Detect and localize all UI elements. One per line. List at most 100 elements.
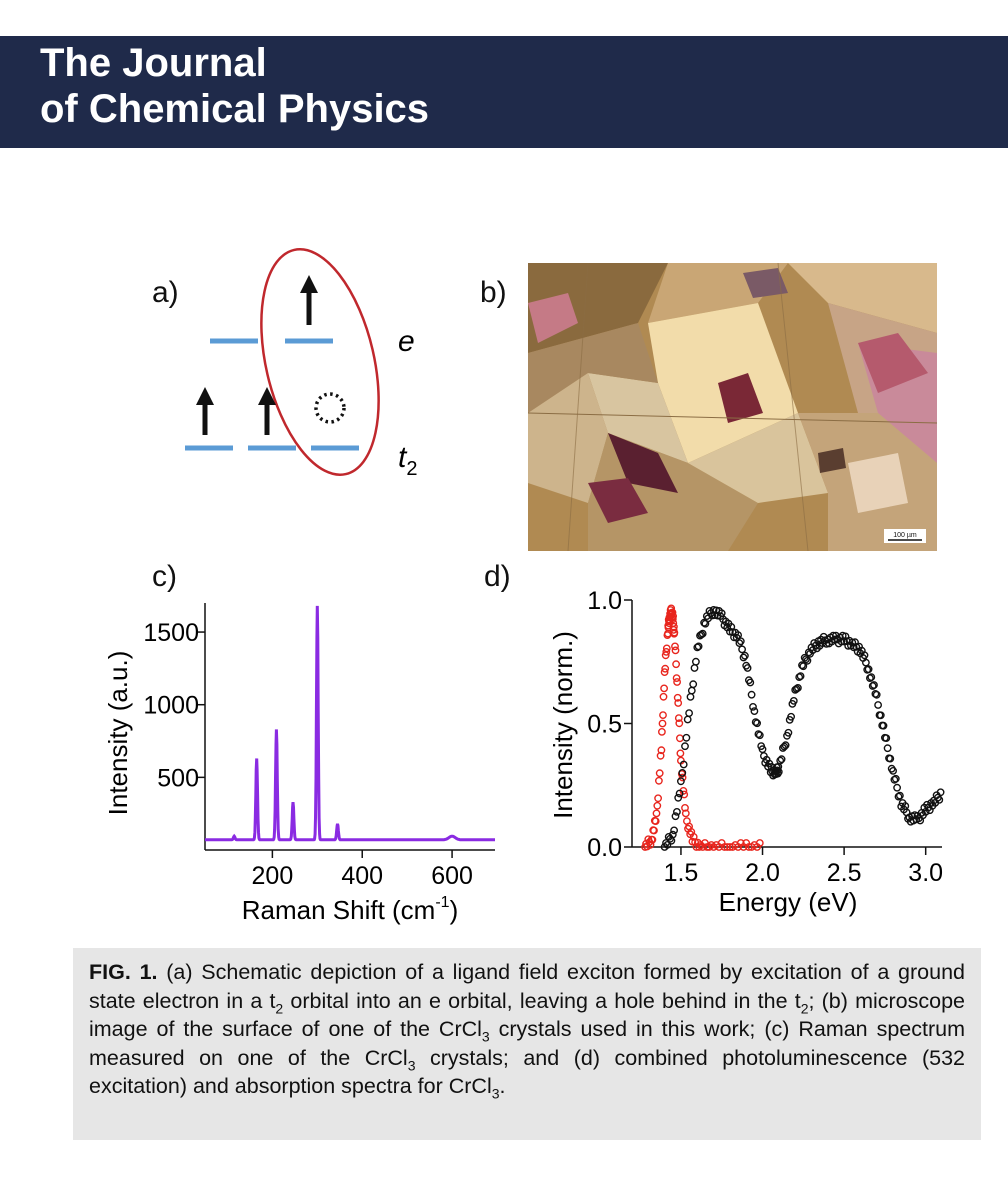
absorption-marker [792,685,801,693]
pl-marker [652,809,661,818]
absorption-marker [736,637,745,646]
pl-marker [658,727,666,736]
caption-text-3: ; (b) microscope image of the surface of… [89,988,966,1042]
pl-marker [672,674,681,683]
caption-text-6: . [499,1074,506,1098]
caption-fig-label: FIG. 1. [89,960,158,984]
pl-marker [673,693,682,702]
pl-marker [720,843,729,851]
absorption-marker [700,618,709,627]
pl-marker [674,714,683,723]
raman-x-tick-label: 400 [341,862,383,890]
absorption-marker [864,665,873,674]
caption-text-2: orbital into an e orbital, leaving a hol… [283,988,801,1013]
pl-marker [723,843,732,851]
pl-x-tick-label: 2.0 [745,859,780,887]
pl-marker [661,664,670,673]
pl-marker [673,678,682,686]
caption-sub-4: 3 [407,1056,416,1073]
caption-text-5: crystals; and (d) combined photoluminesc… [89,1045,965,1099]
absorption-marker [672,807,681,816]
microscope-image: 100 µm [528,263,937,551]
absorption-marker [848,638,857,647]
absorption-marker [693,643,702,652]
absorption-marker [738,645,747,654]
absorption-marker [860,651,869,660]
absorption-marker [691,657,700,666]
absorption-marker [890,775,899,784]
absorption-marker [668,830,677,839]
caption-sub-2: 2 [800,999,809,1016]
absorption-marker [936,788,945,797]
pl-y-axis-label: Intensity (norm.) [548,631,578,819]
pl-marker [646,840,655,849]
raman-x-tick-label: 600 [431,862,473,890]
pl-x-axis-label: Energy (eV) [719,887,858,917]
raman-y-tick-label: 1500 [143,619,199,647]
absorption-marker [787,712,796,721]
pl-marker [689,832,698,841]
absorption-marker [676,777,685,786]
pl-marker [672,660,681,669]
absorption-marker [891,774,900,783]
absorption-marker [773,766,782,775]
panel-label-d: d) [484,560,511,593]
absorption-marker [780,742,789,751]
absorption-marker [735,639,744,648]
pl-marker [671,642,679,651]
pl-marker [655,769,664,778]
absorption-marker [687,686,696,695]
absorption-marker [685,709,694,718]
panel-label-a: a) [152,276,179,309]
pl-marker [660,668,669,677]
absorption-marker [734,631,743,639]
pl-marker [657,746,666,755]
pl-marker [651,817,660,826]
scale-bar-label: 100 µm [893,532,917,539]
raman-y-axis-label: Intensity (a.u.) [103,651,133,816]
absorption-marker [697,630,706,639]
absorption-marker [840,637,848,646]
absorption-marker [743,664,752,672]
pl-marker [670,628,679,637]
panel-label-c: c) [152,560,177,593]
raman-y-tick-label: 500 [157,764,199,792]
journal-title: The Journal of Chemical Physics [40,40,429,132]
absorption-marker [751,718,760,727]
absorption-marker [746,678,755,687]
absorption-marker [865,674,874,683]
absorption-marker [883,744,892,753]
absorption-marker [784,728,793,737]
absorption-marker [663,840,672,849]
absorption-marker [774,767,783,776]
absorption-marker [796,672,805,681]
absorption-marker [870,681,878,689]
absorption-marker [694,642,703,651]
absorption-marker [686,693,695,701]
absorption-marker [749,702,757,711]
raman-y-tick-label: 1000 [143,692,199,720]
absorption-marker [678,768,687,777]
absorption-marker [802,655,810,664]
absorption-marker [935,795,944,804]
t2-level-label: t2 [398,441,417,480]
e-level-label: e [398,325,415,358]
orbital-diagram: e t2 [185,248,417,480]
absorption-marker [675,789,684,798]
spin-up-arrow-e [300,275,318,325]
pl-x-tick-label: 1.5 [664,859,699,887]
absorption-marker [682,733,691,742]
pl-marker [659,711,667,720]
spin-up-arrow-t2-2 [258,387,276,435]
spin-up-arrow-t2-1 [196,387,214,435]
pl-marker [681,809,690,818]
absorption-marker [829,631,838,640]
absorption-marker [679,760,688,769]
pl-marker [668,615,677,624]
absorption-marker [894,792,903,801]
absorption-marker [698,629,707,638]
pl-marker [705,843,714,851]
pl-marker [656,751,665,760]
absorption-marker [872,690,881,699]
absorption-marker [674,793,683,802]
